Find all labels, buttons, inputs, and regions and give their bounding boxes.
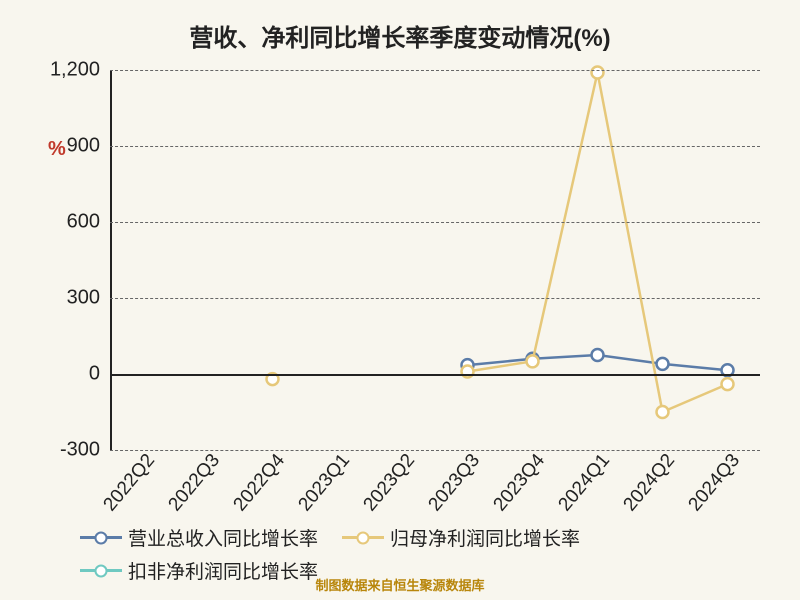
y-tick-label: 0 xyxy=(89,363,110,386)
legend-marker-icon xyxy=(357,531,370,544)
series-marker xyxy=(657,406,669,418)
x-tick-label: 2023Q2 xyxy=(359,450,419,516)
series-marker xyxy=(592,67,604,79)
series-marker xyxy=(527,355,539,367)
legend-line-icon xyxy=(342,536,384,539)
x-tick-label: 2023Q4 xyxy=(489,450,549,516)
x-tick-label: 2024Q2 xyxy=(619,450,679,516)
y-axis-label: % xyxy=(48,138,66,161)
legend-label: 归母净利润同比增长率 xyxy=(390,524,580,551)
x-tick-label: 2024Q1 xyxy=(554,450,614,516)
series-marker xyxy=(657,358,669,370)
gridline xyxy=(110,374,760,376)
gridline xyxy=(110,298,760,299)
x-tick-label: 2024Q3 xyxy=(684,450,744,516)
y-tick-label: 1,200 xyxy=(50,59,110,82)
legend-item: 归母净利润同比增长率 xyxy=(342,524,580,551)
y-tick-label: -300 xyxy=(60,439,110,462)
legend-marker-icon xyxy=(95,531,108,544)
chart-lines-svg xyxy=(110,70,760,450)
gridline xyxy=(110,146,760,147)
series-marker xyxy=(722,378,734,390)
y-tick-label: 600 xyxy=(67,211,110,234)
chart-footer: 制图数据来自恒生聚源数据库 xyxy=(0,575,800,594)
legend-item: 营业总收入同比增长率 xyxy=(80,524,318,551)
y-tick-label: 900 xyxy=(67,135,110,158)
legend-label: 营业总收入同比增长率 xyxy=(128,524,318,551)
x-tick-label: 2022Q4 xyxy=(229,450,289,516)
chart-title: 营收、净利同比增长率季度变动情况(%) xyxy=(0,0,800,53)
gridline xyxy=(110,222,760,223)
x-tick-label: 2023Q1 xyxy=(294,450,354,516)
y-tick-label: 300 xyxy=(67,287,110,310)
gridline xyxy=(110,70,760,71)
chart-plot-area: -30003006009001,2002022Q22022Q32022Q4202… xyxy=(110,70,760,450)
x-tick-label: 2022Q3 xyxy=(164,450,224,516)
legend-line-icon xyxy=(80,536,122,539)
series-marker xyxy=(592,349,604,361)
x-tick-label: 2023Q3 xyxy=(424,450,484,516)
legend-line-icon xyxy=(80,569,122,572)
